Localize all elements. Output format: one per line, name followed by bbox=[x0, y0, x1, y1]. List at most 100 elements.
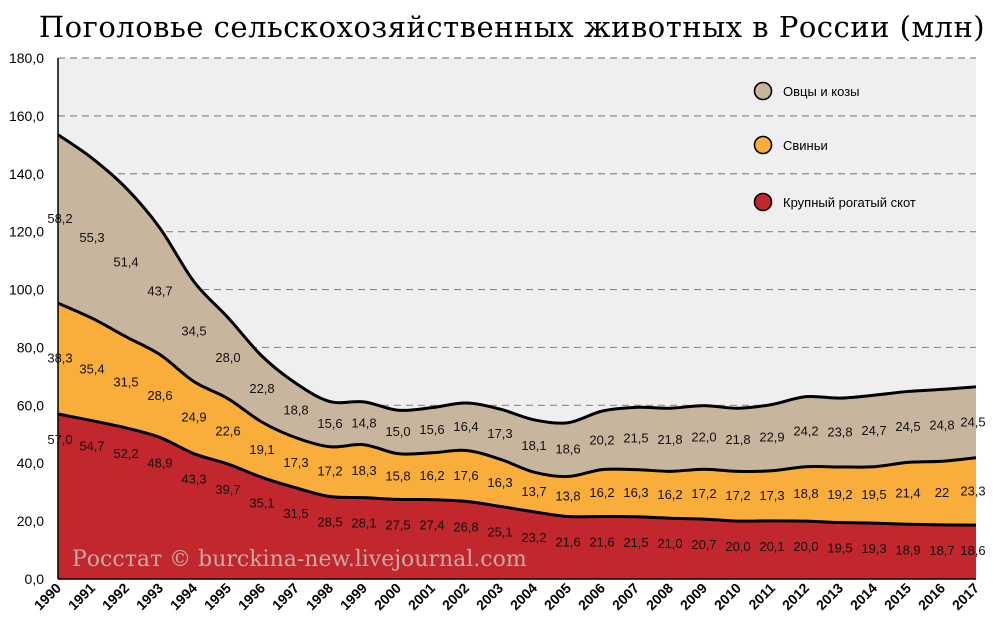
chart-title: Поголовье сельскохозяйственных животных … bbox=[39, 10, 985, 44]
data-label-cattle: 31,5 bbox=[283, 506, 308, 521]
y-tick-label: 120,0 bbox=[9, 224, 44, 240]
source-watermark: Росстат © burckina-new.livejournal.com bbox=[72, 547, 527, 572]
data-label-cattle: 27,4 bbox=[419, 518, 444, 533]
data-label-sheep-goats: 18,1 bbox=[521, 438, 546, 453]
data-label-pigs: 28,6 bbox=[147, 388, 172, 403]
x-tick-label: 2010 bbox=[711, 580, 744, 613]
data-label-sheep-goats: 16,4 bbox=[453, 419, 478, 434]
data-label-sheep-goats: 23,8 bbox=[827, 425, 852, 440]
x-tick-label: 2016 bbox=[915, 580, 948, 613]
data-label-cattle: 21,5 bbox=[623, 535, 648, 550]
x-tick-label: 2017 bbox=[949, 580, 982, 613]
data-label-sheep-goats: 58,2 bbox=[47, 211, 72, 226]
data-label-cattle: 23,2 bbox=[521, 530, 546, 545]
data-label-cattle: 20,0 bbox=[793, 539, 818, 554]
data-label-sheep-goats: 24,7 bbox=[861, 423, 886, 438]
data-label-sheep-goats: 21,5 bbox=[623, 430, 648, 445]
data-label-pigs: 19,5 bbox=[861, 487, 886, 502]
data-label-cattle: 48,9 bbox=[147, 455, 172, 470]
data-label-cattle: 18,9 bbox=[895, 542, 920, 557]
data-label-cattle: 20,7 bbox=[691, 537, 716, 552]
data-label-pigs: 31,5 bbox=[113, 374, 138, 389]
x-tick-label: 1994 bbox=[167, 580, 200, 613]
data-label-sheep-goats: 24,2 bbox=[793, 424, 818, 439]
data-label-pigs: 24,9 bbox=[181, 410, 206, 425]
data-label-cattle: 19,5 bbox=[827, 541, 852, 556]
data-label-sheep-goats: 24,8 bbox=[929, 417, 954, 432]
data-label-cattle: 21,6 bbox=[589, 534, 614, 549]
legend-label: Овцы и козы bbox=[783, 84, 860, 99]
data-label-cattle: 18,6 bbox=[960, 543, 985, 558]
x-tick-label: 2004 bbox=[507, 580, 540, 613]
series-boundary-lines bbox=[57, 133, 977, 527]
legend-marker bbox=[753, 192, 773, 212]
data-label-cattle: 19,3 bbox=[861, 541, 886, 556]
data-label-pigs: 22 bbox=[935, 485, 949, 500]
x-axis-tick-labels: 1990 1991 1992 1993 1994 1995 1996 1997 1998 1999… bbox=[31, 580, 982, 613]
data-label-cattle: 20,0 bbox=[725, 539, 750, 554]
data-label-pigs: 17,6 bbox=[453, 468, 478, 483]
data-label-sheep-goats: 28,0 bbox=[215, 350, 240, 365]
data-label-pigs: 35,4 bbox=[79, 361, 104, 376]
data-label-sheep-goats: 21,8 bbox=[657, 432, 682, 447]
data-label-sheep-goats: 21,8 bbox=[725, 432, 750, 447]
x-tick-label: 2008 bbox=[643, 580, 676, 613]
axes bbox=[57, 58, 976, 580]
data-label-cattle: 57,0 bbox=[47, 432, 72, 447]
data-label-sheep-goats: 18,8 bbox=[283, 403, 308, 418]
data-label-pigs: 16,2 bbox=[419, 468, 444, 483]
legend-label: Крупный рогатый скот bbox=[783, 195, 916, 210]
data-label-sheep-goats: 15,6 bbox=[419, 422, 444, 437]
data-label-pigs: 19,2 bbox=[827, 487, 852, 502]
x-tick-label: 2009 bbox=[677, 580, 710, 613]
y-tick-label: 100,0 bbox=[9, 282, 44, 298]
x-tick-label: 2007 bbox=[609, 580, 642, 613]
data-label-pigs: 15,8 bbox=[385, 469, 410, 484]
data-label-cattle: 25,1 bbox=[487, 524, 512, 539]
data-label-sheep-goats: 43,7 bbox=[147, 283, 172, 298]
data-label-cattle: 20,1 bbox=[759, 539, 784, 554]
data-label-sheep-goats: 18,6 bbox=[555, 442, 580, 457]
x-tick-label: 1997 bbox=[269, 580, 302, 613]
data-label-pigs: 18,8 bbox=[793, 486, 818, 501]
series-line-sheep-goats bbox=[57, 133, 977, 425]
data-label-sheep-goats: 51,4 bbox=[113, 254, 138, 269]
x-tick-label: 2002 bbox=[439, 580, 472, 613]
data-label-cattle: 35,1 bbox=[249, 495, 274, 510]
data-label-pigs: 13,8 bbox=[555, 489, 580, 504]
data-label-pigs: 21,4 bbox=[895, 485, 920, 500]
data-label-cattle: 27,5 bbox=[385, 517, 410, 532]
data-label-pigs: 18,3 bbox=[351, 463, 376, 478]
data-label-sheep-goats: 55,3 bbox=[79, 230, 104, 245]
stacked-areas bbox=[58, 134, 976, 580]
data-label-cattle: 54,7 bbox=[79, 439, 104, 454]
data-label-sheep-goats: 22,8 bbox=[249, 381, 274, 396]
y-tick-label: 60,0 bbox=[17, 397, 44, 413]
legend-marker bbox=[753, 81, 773, 101]
data-label-cattle: 21,0 bbox=[657, 536, 682, 551]
x-tick-label: 2011 bbox=[745, 580, 778, 613]
data-label-sheep-goats: 17,3 bbox=[487, 426, 512, 441]
data-label-sheep-goats: 22,9 bbox=[759, 430, 784, 445]
data-label-pigs: 16,3 bbox=[623, 485, 648, 500]
x-tick-label: 2005 bbox=[541, 580, 574, 613]
data-label-cattle: 18,7 bbox=[929, 543, 954, 558]
data-label-cattle: 21,6 bbox=[555, 534, 580, 549]
y-tick-label: 0,0 bbox=[25, 571, 45, 587]
data-label-pigs: 16,2 bbox=[589, 485, 614, 500]
legend-label: Свиньи bbox=[783, 138, 828, 153]
x-tick-label: 1999 bbox=[337, 580, 370, 613]
x-tick-label: 1996 bbox=[235, 580, 268, 613]
x-tick-label: 2015 bbox=[881, 580, 914, 613]
data-label-sheep-goats: 22,0 bbox=[691, 429, 716, 444]
data-label-pigs: 17,2 bbox=[317, 464, 342, 479]
x-tick-label: 2001 bbox=[405, 580, 438, 613]
x-tick-label: 1992 bbox=[99, 580, 132, 613]
x-tick-label: 2003 bbox=[473, 580, 506, 613]
data-label-pigs: 22,6 bbox=[215, 423, 240, 438]
y-tick-label: 40,0 bbox=[17, 455, 44, 471]
data-label-cattle: 28,5 bbox=[317, 515, 342, 530]
legend: Овцы и козы Свиньи Крупный рогатый скот bbox=[753, 81, 916, 212]
data-label-cattle: 26,8 bbox=[453, 519, 478, 534]
